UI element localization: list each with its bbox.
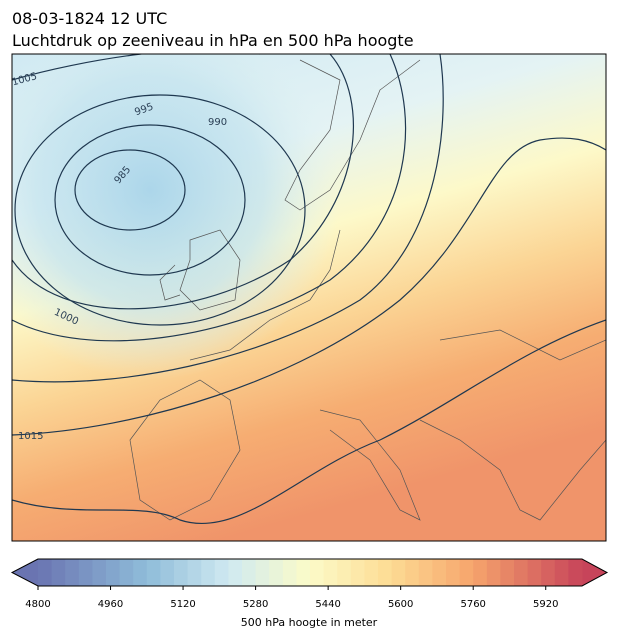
colorbar-band xyxy=(174,559,189,586)
colorbar-band xyxy=(255,559,270,586)
colorbar-band xyxy=(38,559,53,586)
colorbar: 4800 4960 5120 5280 5440 5600 5760 5920 xyxy=(10,558,609,610)
colorbar-band xyxy=(242,559,257,586)
colorbar-band xyxy=(146,559,161,586)
colorbar-band xyxy=(51,559,66,586)
colorbar-band xyxy=(432,559,447,586)
colorbar-band xyxy=(106,559,121,586)
title: 08-03-1824 12 UTC xyxy=(12,9,167,28)
colorbar-band xyxy=(541,559,556,586)
colorbar-band xyxy=(554,559,569,586)
colorbar-band xyxy=(405,559,420,586)
colorbar-band xyxy=(500,559,515,586)
colorbar-tick-label: 5120 xyxy=(170,599,195,610)
colorbar-tick-label: 4960 xyxy=(98,599,123,610)
colorbar-band xyxy=(92,559,107,586)
colorbar-band xyxy=(418,559,433,586)
colorbar-band xyxy=(187,559,202,586)
colorbar-label: 500 hPa hoogte in meter xyxy=(241,616,378,629)
colorbar-tick-label: 5440 xyxy=(315,599,340,610)
colorbar-band xyxy=(473,559,488,586)
subtitle: Luchtdruk op zeeniveau in hPa en 500 hPa… xyxy=(12,31,414,50)
isobars xyxy=(12,54,606,525)
colorbar-band xyxy=(228,559,243,586)
colorbar-band xyxy=(65,559,80,586)
colorbar-band xyxy=(133,559,148,586)
map-frame xyxy=(11,53,607,542)
colorbar-tick-label: 5600 xyxy=(388,599,413,610)
contour-label: 1015 xyxy=(18,431,43,442)
colorbar-band xyxy=(568,559,583,586)
map: 1005 995 990 985 1000 1015 xyxy=(12,54,606,541)
colorbar-band xyxy=(459,559,474,586)
contour-label: 990 xyxy=(208,117,227,128)
colorbar-band xyxy=(160,559,175,586)
colorbar-tick-label: 5760 xyxy=(460,599,485,610)
colorbar-band xyxy=(350,559,365,586)
colorbar-outline xyxy=(10,558,609,587)
colorbar-band xyxy=(514,559,529,586)
colorbar-extend-high xyxy=(582,559,607,586)
colorbar-band xyxy=(296,559,311,586)
colorbar-band xyxy=(78,559,93,586)
colorbar-tick-label: 5280 xyxy=(243,599,268,610)
colorbar-band xyxy=(201,559,216,586)
colorbar-band xyxy=(527,559,542,586)
colorbar-band xyxy=(364,559,379,586)
colorbar-tick-label: 4800 xyxy=(25,599,50,610)
colorbar-band xyxy=(391,559,406,586)
colorbar-band xyxy=(119,559,134,586)
colorbar-band xyxy=(269,559,284,586)
colorbar-tick-label: 5920 xyxy=(533,599,558,610)
colorbar-band xyxy=(323,559,338,586)
colorbar-band xyxy=(337,559,352,586)
colorbar-band xyxy=(486,559,501,586)
colorbar-band xyxy=(446,559,461,586)
colorbar-band xyxy=(214,559,229,586)
colorbar-extend-low xyxy=(12,559,38,586)
coastlines xyxy=(129,59,606,521)
colorbar-band xyxy=(310,559,325,586)
colorbar-band xyxy=(378,559,393,586)
colorbar-band xyxy=(282,559,297,586)
